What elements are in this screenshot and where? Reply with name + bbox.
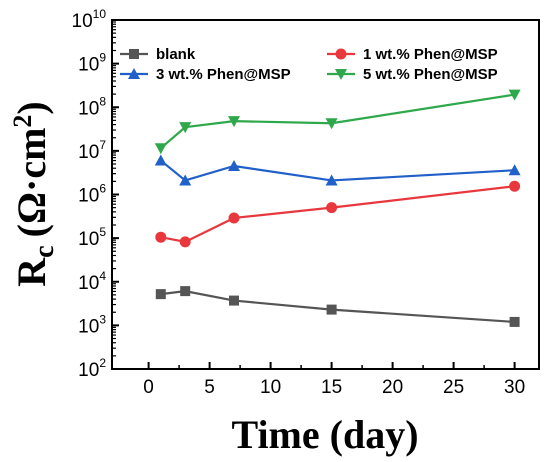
y-tick-label: 103 [78, 312, 106, 337]
y-tick-base: 10 [78, 316, 99, 337]
data-point [325, 118, 338, 130]
data-point [509, 180, 521, 192]
data-point [509, 316, 520, 327]
y-tick-label: 108 [78, 94, 106, 119]
y-tick-base: 10 [78, 186, 99, 207]
legend-swatch-marker [335, 69, 347, 80]
y-tick-exponent: 10 [93, 7, 107, 21]
y-axis-title-subscript: c [29, 245, 60, 257]
legend-label: 1 wt.% Phen@MSP [363, 46, 498, 63]
series-0 [155, 286, 520, 327]
y-tick-exponent: 4 [99, 269, 106, 283]
series-line [160, 159, 515, 182]
y-tick-base: 10 [78, 55, 99, 76]
legend-label: blank [156, 46, 196, 63]
y-tick-base: 10 [72, 11, 93, 32]
y-tick-label: 107 [78, 138, 106, 163]
y-tick-exponent: 2 [99, 356, 106, 370]
data-point [325, 174, 338, 186]
series-line [160, 290, 515, 324]
series-3 [154, 89, 521, 155]
y-tick-label: 105 [78, 225, 106, 250]
y-axis-title-unit: (Ω·cm [9, 128, 54, 238]
series-2 [154, 154, 521, 186]
legend-item: 5 wt.% Phen@MSP [327, 66, 498, 83]
series-layer [154, 89, 521, 327]
data-point [179, 122, 192, 134]
data-point [154, 143, 167, 155]
legend-label: 3 wt.% Phen@MSP [156, 66, 291, 83]
legend-item: 3 wt.% Phen@MSP [120, 66, 291, 83]
series-1 [155, 180, 521, 248]
data-point [228, 212, 240, 224]
data-point [155, 289, 166, 300]
data-point [326, 202, 338, 214]
legend-swatch-marker [335, 48, 347, 60]
legend-label: 5 wt.% Phen@MSP [363, 66, 498, 83]
x-tick-label: 10 [260, 377, 281, 398]
y-tick-label: 106 [78, 182, 106, 207]
series-line [160, 93, 515, 150]
y-tick-exponent: 3 [99, 312, 106, 326]
legend-swatch-marker [129, 49, 139, 59]
y-tick-base: 10 [78, 142, 99, 163]
y-tick-label: 109 [78, 51, 106, 76]
y-tick-label: 104 [78, 269, 106, 294]
y-axis-title-main: R [9, 257, 54, 287]
y-tick-label: 1010 [72, 7, 107, 32]
x-axis-ticks: 0 5 10 15 20 25 30 [143, 362, 525, 398]
data-point [154, 154, 167, 166]
y-tick-base: 10 [78, 229, 99, 250]
x-tick-label: 25 [443, 377, 464, 398]
y-tick-exponent: 5 [99, 225, 106, 239]
data-point [179, 236, 191, 248]
data-point [508, 89, 521, 101]
data-point [326, 304, 337, 315]
y-axis-title: Rc (Ω·cm2) [8, 101, 60, 286]
legend: blank 1 wt.% Phen@MSP 3 wt.% Phen@MSP 5 wt.… [120, 46, 498, 83]
y-tick-exponent: 9 [99, 51, 106, 65]
y-tick-base: 10 [78, 273, 99, 294]
data-point [229, 295, 239, 306]
legend-item: 1 wt.% Phen@MSP [327, 46, 498, 63]
y-axis-title-unit-close: ) [9, 101, 54, 114]
x-tick-label: 15 [321, 377, 342, 398]
y-tick-base: 10 [78, 360, 99, 381]
legend-item: blank [120, 46, 196, 63]
data-point [180, 286, 191, 297]
x-tick-label: 0 [143, 377, 154, 398]
data-point [228, 116, 240, 128]
y-tick-exponent: 6 [99, 182, 106, 196]
y-tick-exponent: 8 [99, 94, 106, 108]
data-point [228, 160, 240, 172]
x-tick-label: 20 [382, 377, 403, 398]
y-axis-title-unit-exponent: 2 [8, 115, 37, 128]
x-tick-label: 5 [204, 377, 215, 398]
data-point [508, 164, 521, 176]
y-tick-label: 102 [78, 356, 106, 381]
y-tick-base: 10 [78, 98, 99, 119]
x-axis-title: Time (day) [231, 412, 418, 457]
series-line [160, 185, 515, 244]
data-point [179, 174, 192, 186]
legend-swatch-marker [128, 68, 140, 79]
y-tick-exponent: 7 [99, 138, 106, 152]
data-point [155, 231, 167, 243]
x-tick-label: 30 [504, 377, 525, 398]
